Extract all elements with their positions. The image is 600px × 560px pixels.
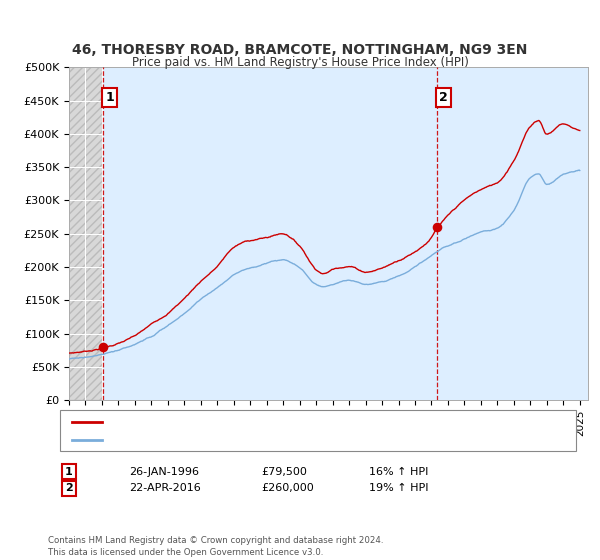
Text: 19% ↑ HPI: 19% ↑ HPI (369, 483, 428, 493)
Text: 26-JAN-1996: 26-JAN-1996 (129, 466, 199, 477)
Text: 2: 2 (65, 483, 73, 493)
Text: Contains HM Land Registry data © Crown copyright and database right 2024.
This d: Contains HM Land Registry data © Crown c… (48, 536, 383, 557)
Text: £260,000: £260,000 (261, 483, 314, 493)
Text: HPI: Average price, detached house, Broxtowe: HPI: Average price, detached house, Brox… (111, 435, 353, 445)
Point (98, 343, 108, 352)
Text: 2: 2 (439, 91, 448, 104)
Point (432, 223, 442, 232)
Text: 22-APR-2016: 22-APR-2016 (129, 483, 201, 493)
Text: 16% ↑ HPI: 16% ↑ HPI (369, 466, 428, 477)
Text: 1: 1 (106, 91, 114, 104)
Text: Price paid vs. HM Land Registry's House Price Index (HPI): Price paid vs. HM Land Registry's House … (131, 56, 469, 69)
Text: 1: 1 (65, 466, 73, 477)
Text: £79,500: £79,500 (261, 466, 307, 477)
Text: 46, THORESBY ROAD, BRAMCOTE, NOTTINGHAM, NG9 3EN: 46, THORESBY ROAD, BRAMCOTE, NOTTINGHAM,… (73, 43, 527, 57)
Text: 46, THORESBY ROAD, BRAMCOTE, NOTTINGHAM, NG9 3EN (detached house): 46, THORESBY ROAD, BRAMCOTE, NOTTINGHAM,… (111, 417, 511, 427)
